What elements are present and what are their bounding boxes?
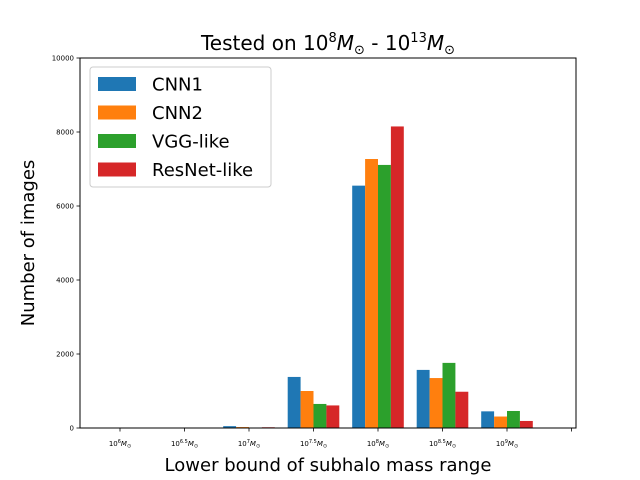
bars [223, 126, 533, 428]
x-tick-label: 107M⊙ [238, 439, 260, 450]
y-tick-label: 10000 [52, 55, 74, 63]
y-tick-label: 2000 [56, 351, 74, 359]
bar-cnn1-4 [352, 185, 366, 428]
bar-resnet-like-4 [390, 126, 404, 428]
legend-swatch-resnet-like [98, 162, 136, 177]
x-tick-label: 107.5M⊙ [300, 439, 327, 450]
x-tick-label: 108M⊙ [367, 439, 389, 450]
y-tick-label: 6000 [56, 203, 74, 211]
x-tick-label: 106M⊙ [109, 439, 131, 450]
bar-cnn1-6 [481, 411, 495, 428]
bar-vgg-like-5 [442, 362, 456, 428]
bar-cnn1-3 [287, 376, 301, 428]
x-axis-ticks: 106M⊙ 106.5M⊙ 107M⊙ 107.5M⊙ 108M⊙ 108.5M⊙ 109M… [109, 428, 572, 450]
legend: CNN1 CNN2 VGG-like ResNet-like [89, 66, 272, 188]
y-axis-label: Number of images [18, 160, 39, 327]
legend-label-vgg-like: VGG-like [152, 132, 230, 153]
bar-cnn2-5 [429, 378, 443, 428]
y-axis-ticks: 0 2000 4000 6000 8000 10000 [52, 55, 80, 433]
bar-cnn1-2 [223, 426, 237, 428]
legend-box [89, 66, 272, 188]
bar-resnet-like-3 [326, 405, 340, 428]
x-axis-label: Lower bound of subhalo mass range [165, 455, 492, 476]
legend-label-cnn1: CNN1 [152, 75, 203, 96]
x-tick-label: 109M⊙ [496, 439, 518, 450]
bar-cnn2-3 [300, 391, 314, 428]
bar-resnet-like-5 [455, 391, 469, 428]
bar-resnet-like-6 [519, 420, 533, 428]
plot-frame [79, 57, 577, 429]
y-tick-label: 4000 [56, 277, 74, 285]
bar-vgg-like-3 [313, 403, 327, 428]
x-tick-label: 108.5M⊙ [429, 439, 456, 450]
legend-label-resnet-like: ResNet-like [152, 160, 253, 181]
y-tick-label: 0 [70, 425, 74, 433]
bar-cnn2-4 [365, 159, 378, 428]
y-tick-label: 8000 [56, 129, 74, 137]
legend-swatch-vgg-like [98, 134, 136, 148]
legend-swatch-cnn1 [98, 77, 136, 91]
bar-vgg-like-6 [507, 410, 520, 428]
legend-label-cnn2: CNN2 [152, 103, 203, 124]
x-tick-label: 106.5M⊙ [171, 439, 198, 450]
bar-cnn1-5 [416, 369, 430, 428]
chart-title: Tested on 108M⊙ - 1013M⊙ [200, 31, 455, 58]
bar-cnn2-6 [494, 416, 507, 428]
bar-vgg-like-4 [378, 164, 391, 428]
legend-swatch-cnn2 [98, 105, 136, 120]
